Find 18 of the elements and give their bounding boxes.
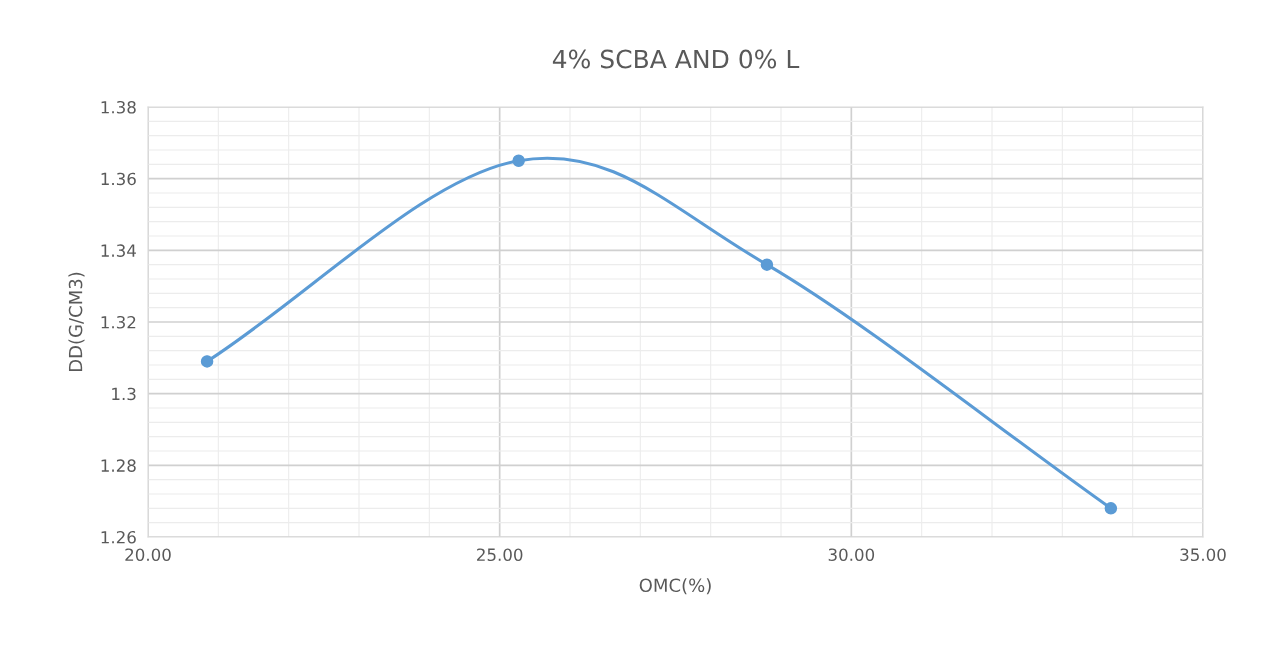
x-tick-label: 25.00 (477, 548, 523, 562)
x-tick-label: 30.00 (828, 548, 875, 562)
x-tick-label: 35.00 (1180, 548, 1226, 562)
x-tick-label: 20.00 (125, 548, 171, 562)
point (760, 258, 774, 271)
y-axis-title: DD(G/CM3) (68, 272, 85, 372)
y-tick-label: 1.36 (101, 172, 136, 186)
y-tick-label: 1.26 (101, 530, 136, 544)
y-tick-label: 1.34 (101, 244, 136, 257)
x-axis-title: OMC(%) (639, 578, 711, 595)
y-tick-label: 1.3 (112, 387, 136, 401)
point (200, 355, 214, 368)
chart-title: 4% SCBA AND 0% L (552, 49, 800, 69)
y-tick-label: 1.32 (101, 315, 136, 329)
point (1104, 502, 1118, 515)
y-tick-label: 1.28 (101, 459, 136, 472)
point (512, 154, 525, 168)
y-tick-label: 1.38 (101, 100, 136, 114)
